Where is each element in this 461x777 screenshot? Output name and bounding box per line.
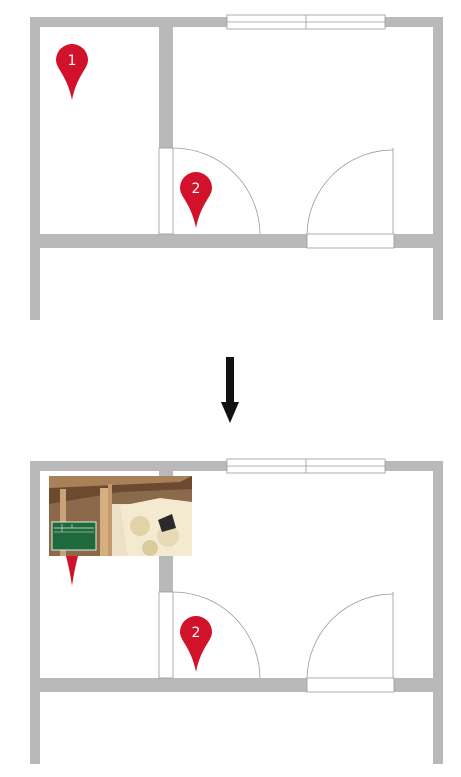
map-pin-icon[interactable]: 2	[180, 616, 212, 672]
pin-label: 2	[192, 625, 201, 641]
insulation-photo[interactable]	[49, 476, 192, 556]
pin-label: 2	[192, 181, 201, 197]
arrow-down-icon	[221, 357, 239, 423]
floor-plan-before: 1 2	[29, 14, 444, 321]
map-pin-icon[interactable]: 1	[56, 44, 88, 100]
floor-plan-after: 2	[29, 458, 444, 765]
map-pin-icon[interactable]: 2	[180, 172, 212, 228]
pin-tail	[66, 556, 78, 586]
pin-label: 1	[68, 53, 77, 69]
